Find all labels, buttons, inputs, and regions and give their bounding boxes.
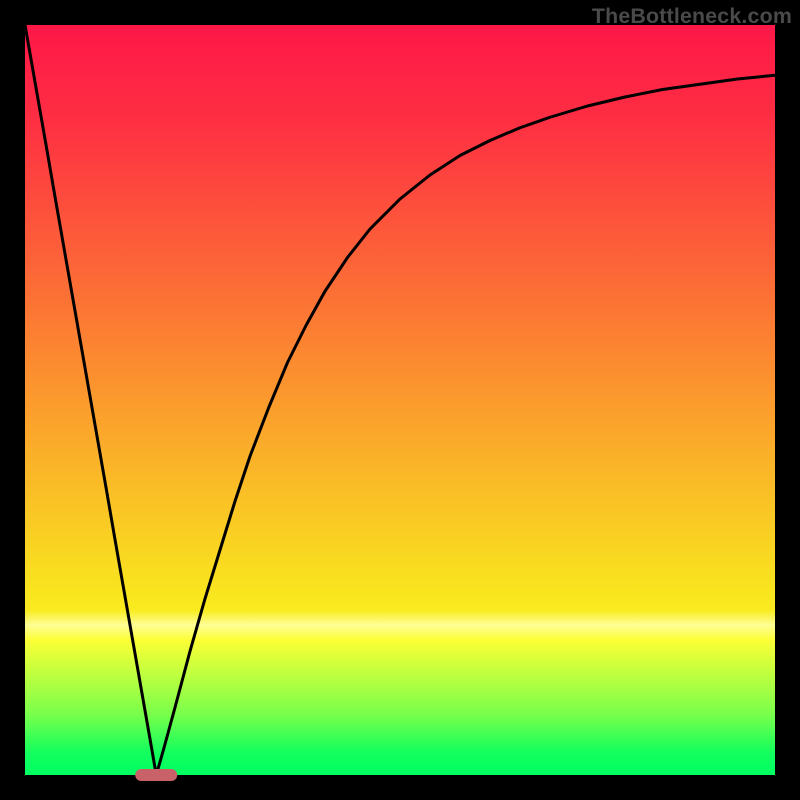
watermark-text: TheBottleneck.com	[592, 4, 792, 29]
optimum-marker	[135, 769, 177, 781]
bottleneck-chart: TheBottleneck.com	[0, 0, 800, 800]
chart-svg	[0, 0, 800, 800]
